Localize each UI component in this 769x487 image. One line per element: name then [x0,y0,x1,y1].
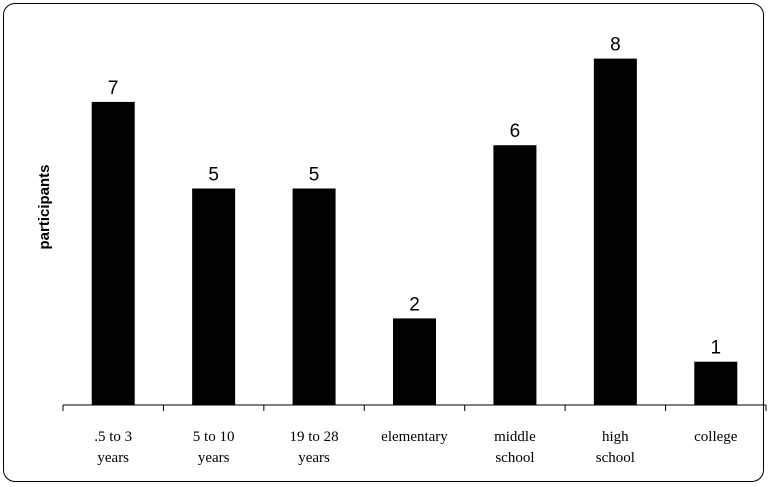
y-axis-title: participants [36,164,53,249]
category-label-line: 19 to 28 [289,429,338,445]
category-label-line: years [298,450,330,466]
category-label: elementary [381,429,448,445]
category-label-line: school [596,450,635,466]
category-label-line: .5 to 3 [94,429,132,445]
bar-value-label: 5 [309,165,320,186]
bars-group [91,58,738,406]
category-label-line: college [694,429,738,445]
bar-value-label: 1 [710,338,721,359]
value-labels-group: 7 5 5 2 6 8 1 [108,35,721,359]
category-label-line: years [97,450,129,466]
bar [91,101,135,406]
category-label-line: school [495,450,534,466]
category-label-line: elementary [381,429,448,445]
category-label: high school [596,429,635,466]
category-label-line: high [602,429,629,445]
bar [292,188,336,405]
x-axis-ticks-group [62,405,767,411]
bar-value-label: 8 [610,35,621,56]
category-label: 5 to 10 years [193,429,235,466]
category-labels-group: .5 to 3 years 5 to 10 years 19 to 28 years ele… [94,429,738,466]
bar-value-label: 7 [108,78,119,99]
category-label: college [694,429,738,445]
bar [192,188,236,405]
category-label-line: 5 to 10 [193,429,235,445]
bar [493,145,537,405]
bar-value-label: 6 [510,121,521,142]
bar [593,58,637,405]
category-label: middle school [494,429,536,466]
category-label: .5 to 3 years [94,429,132,466]
category-label: 19 to 28 years [289,429,338,466]
category-label-line: years [198,450,230,466]
bar-value-label: 5 [208,165,219,186]
bar [694,361,738,405]
bar-value-label: 2 [409,294,420,315]
bar [393,318,436,405]
category-label-line: middle [494,429,536,445]
